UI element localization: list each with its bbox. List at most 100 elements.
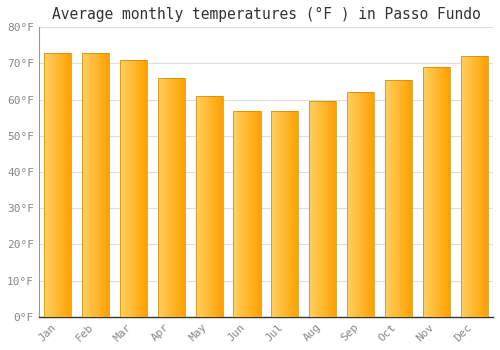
Bar (445, 67, 446, 317)
Bar (254, 111, 255, 317)
Bar (123, 60, 124, 317)
Bar (121, 60, 122, 317)
Bar (293, 111, 294, 317)
Bar (204, 96, 205, 317)
Bar (146, 60, 147, 317)
Bar (258, 111, 259, 317)
Bar (432, 67, 433, 317)
Bar (91, 52, 92, 317)
Bar (105, 52, 106, 317)
Bar (249, 111, 250, 317)
Bar (435, 67, 436, 317)
Bar (395, 80, 396, 317)
Bar (83, 52, 84, 317)
Bar (271, 111, 298, 317)
Bar (354, 92, 355, 317)
Bar (328, 102, 330, 317)
Bar (95, 52, 96, 317)
Bar (388, 80, 389, 317)
Bar (355, 92, 356, 317)
Bar (347, 92, 374, 317)
Bar (400, 80, 401, 317)
Bar (66, 52, 67, 317)
Bar (235, 111, 236, 317)
Bar (175, 78, 176, 317)
Bar (429, 67, 430, 317)
Bar (56, 52, 57, 317)
Bar (170, 78, 171, 317)
Bar (475, 56, 476, 317)
Bar (54, 52, 55, 317)
Bar (49, 52, 50, 317)
Bar (197, 96, 198, 317)
Bar (448, 67, 449, 317)
Bar (100, 52, 101, 317)
Bar (164, 78, 165, 317)
Bar (350, 92, 351, 317)
Bar (106, 52, 107, 317)
Bar (179, 78, 180, 317)
Bar (276, 111, 277, 317)
Bar (408, 80, 409, 317)
Bar (433, 67, 434, 317)
Bar (316, 102, 318, 317)
Bar (484, 56, 485, 317)
Bar (60, 52, 61, 317)
Bar (236, 111, 237, 317)
Bar (423, 67, 424, 317)
Bar (85, 52, 86, 317)
Bar (394, 80, 395, 317)
Bar (69, 52, 70, 317)
Bar (427, 67, 428, 317)
Bar (247, 111, 248, 317)
Bar (282, 111, 283, 317)
Bar (97, 52, 98, 317)
Bar (94, 52, 95, 317)
Bar (334, 102, 335, 317)
Bar (130, 60, 132, 317)
Bar (474, 56, 475, 317)
Bar (215, 96, 216, 317)
Bar (403, 80, 404, 317)
Bar (422, 67, 423, 317)
Bar (356, 92, 357, 317)
Bar (441, 67, 442, 317)
Bar (101, 52, 102, 317)
Bar (398, 80, 399, 317)
Bar (158, 78, 185, 317)
Bar (283, 111, 284, 317)
Bar (176, 78, 178, 317)
Bar (96, 52, 97, 317)
Bar (172, 78, 173, 317)
Bar (133, 60, 134, 317)
Bar (485, 56, 486, 317)
Bar (424, 67, 425, 317)
Bar (58, 52, 59, 317)
Bar (139, 60, 140, 317)
Bar (470, 56, 471, 317)
Bar (481, 56, 482, 317)
Bar (290, 111, 291, 317)
Bar (463, 56, 464, 317)
Bar (252, 111, 253, 317)
Bar (168, 78, 169, 317)
Bar (326, 102, 327, 317)
Bar (245, 111, 246, 317)
Bar (216, 96, 217, 317)
Bar (234, 111, 260, 317)
Bar (104, 52, 105, 317)
Bar (219, 96, 220, 317)
Bar (294, 111, 295, 317)
Bar (122, 60, 123, 317)
Bar (332, 102, 333, 317)
Bar (86, 52, 87, 317)
Bar (460, 56, 488, 317)
Bar (333, 102, 334, 317)
Bar (90, 52, 91, 317)
Bar (425, 67, 426, 317)
Bar (389, 80, 390, 317)
Bar (184, 78, 185, 317)
Bar (279, 111, 280, 317)
Bar (364, 92, 365, 317)
Bar (278, 111, 279, 317)
